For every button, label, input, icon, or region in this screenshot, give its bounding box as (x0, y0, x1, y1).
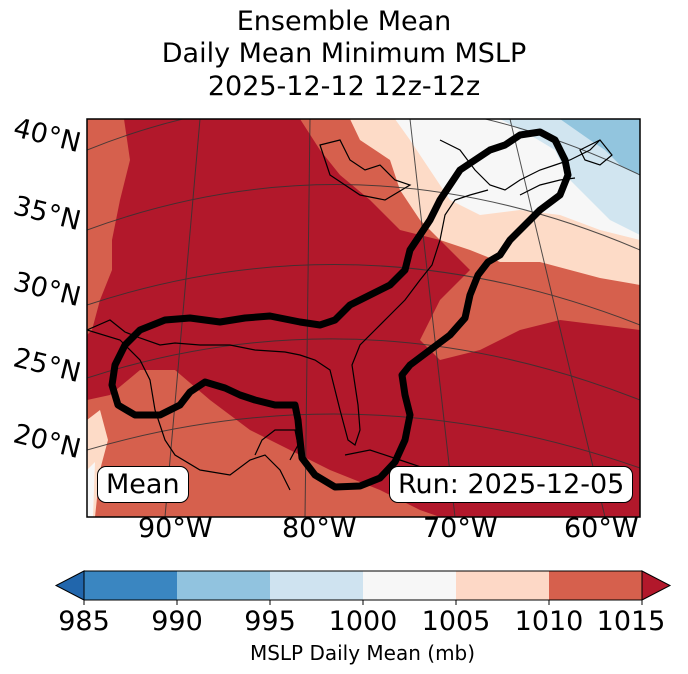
run-box: Run: 2025-12-05 (389, 466, 634, 503)
mexico-coast (87, 329, 291, 491)
lon-label-70: 70°W (423, 513, 498, 544)
gulf-coast (87, 189, 489, 446)
cb-label-1005: 1005 (421, 606, 491, 637)
lat-line-30 (87, 264, 640, 326)
newfoundland (579, 139, 613, 166)
map-frame (86, 118, 641, 518)
lat-line-20 (87, 413, 640, 469)
colorbar-under-arrow (54, 570, 85, 601)
cb-label-985: 985 (58, 606, 110, 637)
lon-label-90: 90°W (138, 513, 213, 544)
lat-line-35 (87, 184, 640, 251)
mean-contour (108, 128, 572, 491)
colorbar-label: MSLP Daily Mean (mb) (249, 641, 476, 665)
field-1010-west (87, 119, 130, 335)
title-line-1: Ensemble Mean (236, 6, 452, 37)
mean-box: Mean (97, 466, 189, 503)
colorbar-segment-1000 (363, 571, 456, 600)
lon-line-80 (304, 119, 311, 517)
colorbar-segment-985 (84, 571, 177, 600)
field-1000-sw (87, 462, 95, 517)
yucatan (254, 429, 299, 461)
title-line-2: Daily Mean Minimum MSLP (161, 38, 527, 69)
map-panel (87, 119, 640, 517)
lon-line-70 (409, 119, 456, 517)
lon-label-60: 60°W (564, 513, 639, 544)
colorbar-segment-990 (177, 571, 270, 600)
colorbar-segment-1010 (549, 571, 642, 600)
cb-label-990: 990 (151, 606, 203, 637)
cb-label-1000: 1000 (328, 606, 398, 637)
lon-line-60 (509, 119, 606, 517)
lat-line-40 (87, 119, 640, 176)
colorbar-segment-995 (270, 571, 363, 600)
cb-label-995: 995 (244, 606, 296, 637)
colorbar (54, 570, 672, 605)
lat-line-25 (87, 338, 640, 401)
title-line-3: 2025-12-12 12z-12z (207, 71, 481, 102)
cb-label-1015: 1015 (596, 606, 666, 637)
great-lakes (319, 139, 412, 201)
field-990-northeast (560, 119, 640, 175)
cb-label-1010: 1010 (514, 606, 584, 637)
lon-label-80: 80°W (282, 513, 357, 544)
colorbar-over-arrow (641, 570, 672, 601)
colorbar-segment-1005 (456, 571, 549, 600)
